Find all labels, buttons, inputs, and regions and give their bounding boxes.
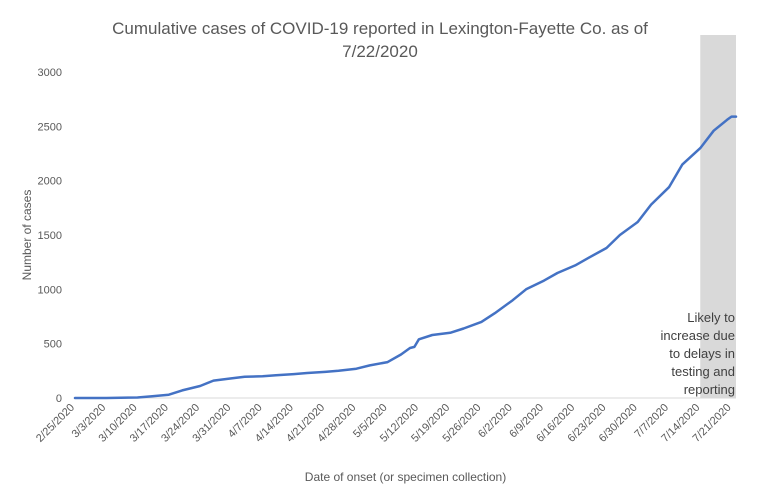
- annotation-line: Likely to: [687, 310, 735, 325]
- annotation-line: testing and: [671, 364, 735, 379]
- y-tick-label: 3000: [38, 67, 62, 79]
- y-tick-label: 1000: [38, 284, 62, 296]
- y-tick-label: 0: [56, 393, 62, 405]
- chart-title-line2: 7/22/2020: [342, 42, 418, 61]
- annotation-line: increase due: [661, 328, 735, 343]
- x-tick-label: 2/25/2020: [34, 402, 77, 445]
- y-axis-title: Number of cases: [20, 190, 34, 281]
- y-tick-label: 2500: [38, 121, 62, 133]
- series-line-cumulative-cases: [73, 115, 738, 400]
- annotation-line: reporting: [684, 382, 735, 397]
- chart-title-line1: Cumulative cases of COVID-19 reported in…: [112, 19, 648, 38]
- annotation-line: to delays in: [669, 346, 735, 361]
- y-tick-label: 1500: [38, 230, 62, 242]
- shaded-region: [700, 35, 736, 398]
- y-tick-label: 2000: [38, 176, 62, 188]
- x-axis-title: Date of onset (or specimen collection): [305, 470, 506, 484]
- y-tick-label: 500: [44, 339, 62, 351]
